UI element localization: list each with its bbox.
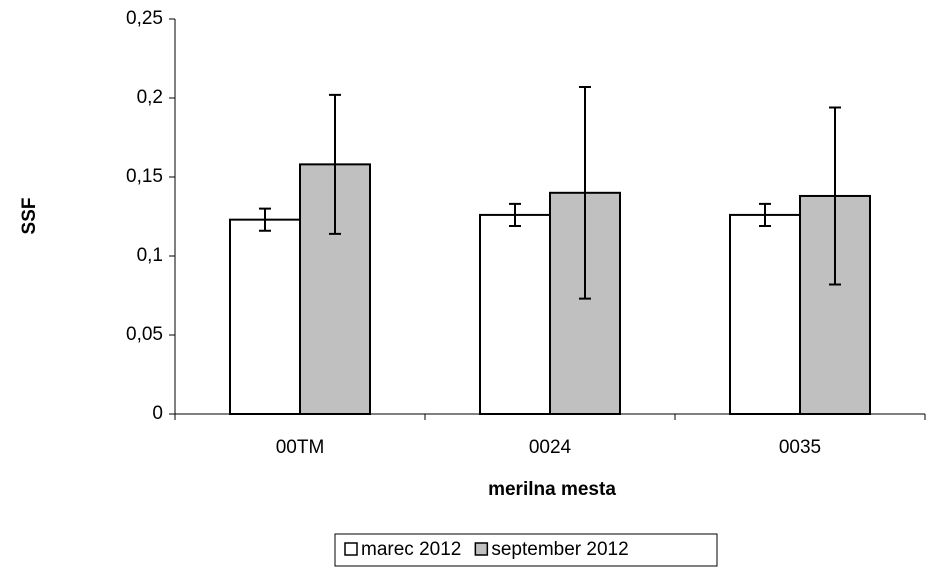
error-bar [259, 207, 271, 232]
bar [229, 218, 301, 415]
y-tick-label: 0 [152, 403, 163, 424]
legend-box [334, 533, 718, 567]
y-tick-label: 0,1 [137, 245, 163, 266]
error-bar [329, 93, 341, 235]
y-tick-label: 0,05 [126, 324, 163, 345]
legend-label: marec 2012 [361, 539, 461, 560]
legend-label: september 2012 [491, 539, 628, 560]
x-tick-label: 0024 [529, 437, 572, 458]
error-bar [509, 202, 521, 227]
error-bar [759, 202, 771, 227]
x-tick-label: 00TM [276, 437, 325, 458]
y-tick-label: 0,2 [137, 87, 163, 108]
bar [479, 213, 551, 415]
y-axis-title: SSF [19, 198, 40, 235]
x-axis-title: merilna mesta [488, 479, 616, 500]
y-tick-label: 0,25 [126, 8, 163, 29]
error-bar [579, 85, 591, 300]
error-bar [829, 106, 841, 286]
bar [729, 213, 801, 415]
legend-swatch [474, 542, 489, 556]
x-tick-label: 0035 [779, 437, 821, 458]
y-tick-label: 0,15 [126, 166, 163, 187]
legend-swatch [344, 542, 358, 556]
